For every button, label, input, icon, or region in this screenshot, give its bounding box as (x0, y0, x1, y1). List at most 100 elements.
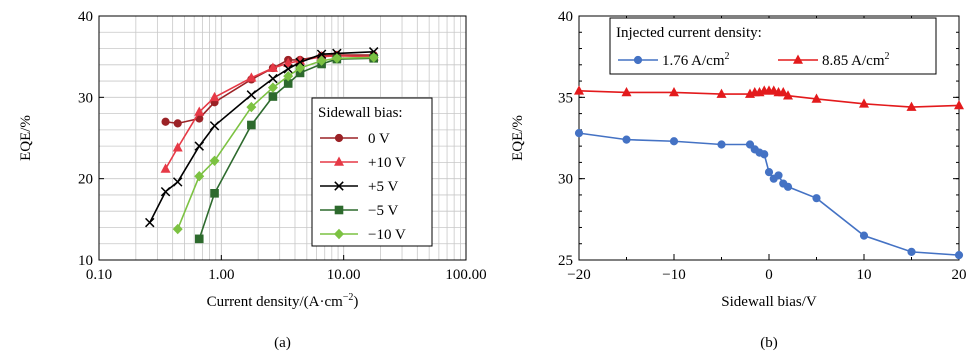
data-point (172, 177, 183, 187)
x-tick-label-a: 10.00 (327, 267, 361, 283)
data-point (783, 182, 793, 191)
x-tick-label-b: 10 (857, 267, 872, 283)
y-axis-label-a: EQE/% (18, 115, 34, 161)
data-point (716, 88, 727, 98)
legend-marker (793, 54, 803, 64)
data-point (907, 247, 916, 256)
data-point (246, 72, 257, 82)
series-b-1 (574, 85, 964, 111)
data-point (368, 52, 379, 63)
x-tick-label-a: 1.00 (208, 267, 234, 283)
data-point (246, 101, 257, 113)
data-point (859, 231, 869, 240)
legend-entry-label: +5 V (368, 179, 398, 195)
x-axis-label-a-sup: −2 (343, 292, 354, 303)
data-point (283, 70, 294, 82)
legend-marker (334, 205, 344, 215)
data-point (247, 120, 256, 130)
data-point (669, 86, 679, 97)
panel-a: 0.10 1.00 10.00 100.00 10 20 30 40 Current densi… (18, 9, 487, 351)
data-point (283, 57, 294, 67)
data-point (209, 91, 220, 102)
legend-entry-label: 1.76 A/cm2 (662, 51, 730, 69)
series-line (578, 132, 960, 256)
x-tick-label-b: 20 (952, 267, 967, 283)
data-point (778, 86, 789, 97)
data-point (160, 163, 171, 173)
data-point (859, 98, 869, 108)
data-point (783, 90, 793, 100)
legend-title-b: Injected current density: (616, 25, 762, 41)
data-point (669, 137, 679, 146)
data-point (194, 141, 204, 151)
legend-title-a: Sidewall bias: (318, 105, 403, 121)
x-tick-label-b: −20 (567, 267, 590, 283)
y-tick-label-a: 30 (78, 90, 93, 106)
legend-marker (334, 133, 344, 143)
data-point (246, 90, 257, 100)
data-point (331, 53, 342, 64)
legend-entry-label: −5 V (368, 203, 398, 219)
legend-marker (334, 156, 344, 166)
data-point (267, 82, 278, 93)
y-tick-label-b: 25 (558, 253, 573, 269)
data-point (906, 101, 917, 111)
data-point (745, 140, 755, 149)
data-point (145, 217, 155, 228)
legend-marker (334, 228, 344, 240)
data-point (267, 62, 278, 72)
data-point (621, 86, 632, 97)
series-b-0 (574, 129, 964, 260)
data-point (209, 155, 220, 166)
legend-marker (334, 181, 344, 191)
panel-b: −20 −10 0 10 20 25 30 35 40 Sidewall bias/V EQE/% (… (510, 9, 967, 351)
legend-entry-label-sup: 2 (725, 51, 730, 62)
data-point (954, 99, 964, 110)
data-point (774, 171, 783, 180)
data-point (210, 189, 219, 198)
data-point (760, 150, 769, 159)
legend-b: Injected current density: 1.76 A/cm2 8.85 … (609, 17, 937, 75)
y-tick-label-b: 30 (558, 172, 573, 188)
data-point (622, 135, 631, 144)
legend-entry-label-main: 8.85 A/cm (822, 53, 885, 69)
x-tick-label-a: 100.00 (445, 267, 486, 283)
x-tick-label-b: −10 (662, 267, 685, 283)
data-point (954, 251, 964, 260)
y-tick-label-b: 35 (558, 90, 573, 106)
legend-box-b (609, 17, 937, 75)
data-point (764, 168, 774, 177)
legend-box-a (311, 97, 433, 247)
legend-a: Sidewall bias: 0 V +10 V +5 V −5 V −10 V (311, 97, 433, 247)
data-point (316, 49, 327, 59)
data-point (194, 106, 205, 116)
data-point (811, 93, 822, 103)
legend-entry-label-main: 1.76 A/cm (662, 53, 725, 69)
data-point (812, 194, 821, 203)
y-tick-label-a: 40 (78, 9, 93, 25)
x-axis-label-a-main: Current density/(A·cm (207, 294, 344, 310)
legend-entry-label: +10 V (368, 155, 406, 171)
panel-label-b: (b) (760, 335, 778, 351)
y-tick-label-a: 20 (78, 172, 93, 188)
data-point (295, 62, 306, 74)
data-point (172, 223, 183, 235)
data-point (283, 64, 293, 74)
data-point (574, 85, 584, 95)
x-axis-label-a-close: ) (353, 294, 358, 310)
data-point (268, 92, 278, 101)
data-point (717, 140, 726, 149)
legend-entry-label: 8.85 A/cm2 (822, 51, 890, 69)
legend-entry-label: 0 V (368, 131, 390, 147)
legend-entry-label: −10 V (368, 227, 406, 243)
data-point (161, 117, 170, 126)
x-axis-label-a: Current density/(A·cm−2) (207, 292, 359, 310)
data-point (268, 73, 278, 84)
data-point (574, 129, 584, 138)
y-tick-label-a: 10 (78, 253, 93, 269)
x-axis-label-b: Sidewall bias/V (721, 294, 817, 310)
panel-label-a: (a) (274, 335, 291, 351)
data-point (316, 55, 327, 66)
